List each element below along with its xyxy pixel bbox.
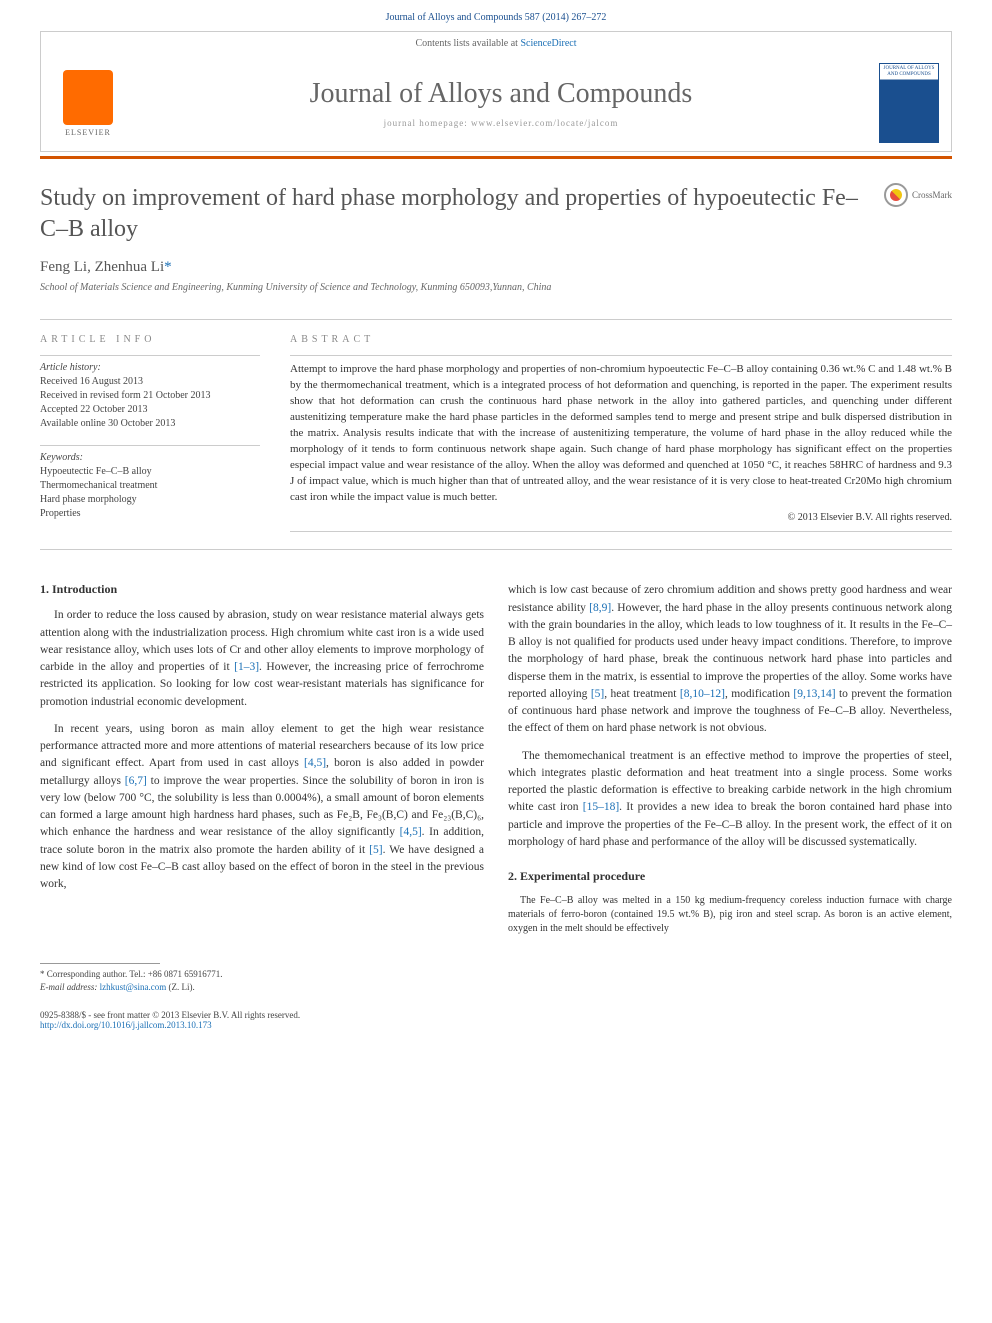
- crossmark-badge[interactable]: CrossMark: [884, 183, 952, 207]
- section-1-heading: 1. Introduction: [40, 582, 484, 597]
- sciencedirect-bar: Contents lists available at ScienceDirec…: [41, 32, 951, 55]
- email-suffix: (Z. Li).: [166, 982, 195, 992]
- abstract-col: abstract Attempt to improve the hard pha…: [290, 334, 952, 535]
- email-link[interactable]: lzhkust@sina.com: [100, 982, 167, 992]
- sciencedirect-link[interactable]: ScienceDirect: [520, 38, 576, 49]
- ref-link[interactable]: [5]: [369, 844, 382, 856]
- sciencedirect-prefix: Contents lists available at: [415, 38, 520, 49]
- author-names: Feng Li, Zhenhua Li: [40, 259, 164, 275]
- info-divider: [40, 445, 260, 446]
- keyword: Properties: [40, 507, 260, 521]
- article-header: CrossMark Study on improvement of hard p…: [0, 159, 992, 305]
- divider: [40, 319, 952, 320]
- body-columns: 1. Introduction In order to reduce the l…: [0, 564, 992, 1003]
- abstract-heading: abstract: [290, 334, 952, 345]
- keyword: Thermomechanical treatment: [40, 479, 260, 493]
- ref-link[interactable]: [9,13,14]: [793, 688, 835, 700]
- email-label: E-mail address:: [40, 982, 100, 992]
- corresponding-footnote: * Corresponding author. Tel.: +86 0871 6…: [40, 968, 484, 981]
- left-column: 1. Introduction In order to reduce the l…: [40, 582, 484, 993]
- footer-bar: 0925-8388/$ - see front matter © 2013 El…: [0, 1004, 992, 1046]
- intro-para-1: In order to reduce the loss caused by ab…: [40, 607, 484, 711]
- abstract-text: Attempt to improve the hard phase morpho…: [290, 362, 952, 505]
- abstract-bottom-divider: [290, 531, 952, 532]
- corresponding-asterisk: *: [164, 259, 172, 275]
- keyword: Hard phase morphology: [40, 493, 260, 507]
- article-title: Study on improvement of hard phase morph…: [40, 183, 952, 245]
- text-run: , modification: [725, 688, 793, 700]
- history-received: Received 16 August 2013: [40, 375, 260, 389]
- journal-title: Journal of Alloys and Compounds: [123, 78, 879, 110]
- right-column: which is low cast because of zero chromi…: [508, 582, 952, 993]
- journal-cover-thumb: JOURNAL OF ALLOYS AND COMPOUNDS: [879, 63, 939, 143]
- text-run: , heat treatment: [604, 688, 680, 700]
- issn-line: 0925-8388/$ - see front matter © 2013 El…: [40, 1010, 300, 1020]
- keywords-block: Keywords: Hypoeutectic Fe–C–B alloy Ther…: [40, 452, 260, 521]
- doi-line: http://dx.doi.org/10.1016/j.jallcom.2013…: [40, 1020, 300, 1030]
- keywords-label: Keywords:: [40, 452, 260, 463]
- ref-link[interactable]: [15–18]: [583, 801, 619, 813]
- history-block: Article history: Received 16 August 2013…: [40, 362, 260, 431]
- elsevier-tree-icon: [63, 70, 113, 125]
- intro-para-2: In recent years, using boron as main all…: [40, 721, 484, 894]
- article-info-heading: article info: [40, 334, 260, 345]
- keyword: Hypoeutectic Fe–C–B alloy: [40, 465, 260, 479]
- doi-link[interactable]: 10.1016/j.jallcom.2013.10.173: [101, 1020, 212, 1030]
- email-footnote: E-mail address: lzhkust@sina.com (Z. Li)…: [40, 981, 484, 994]
- journal-cover-text: JOURNAL OF ALLOYS AND COMPOUNDS: [880, 66, 938, 77]
- ref-link[interactable]: [1–3]: [234, 661, 259, 673]
- top-citation: Journal of Alloys and Compounds 587 (201…: [0, 0, 992, 31]
- ref-link[interactable]: [4,5]: [400, 826, 422, 838]
- crossmark-label: CrossMark: [912, 190, 952, 200]
- experimental-para-1: The Fe–C–B alloy was melted in a 150 kg …: [508, 894, 952, 936]
- journal-header-box: Contents lists available at ScienceDirec…: [40, 31, 952, 152]
- elsevier-logo-text: ELSEVIER: [65, 128, 111, 137]
- abstract-divider: [290, 355, 952, 356]
- affiliation: School of Materials Science and Engineer…: [40, 282, 952, 293]
- abstract-copyright: © 2013 Elsevier B.V. All rights reserved…: [290, 512, 952, 523]
- section-2-heading: 2. Experimental procedure: [508, 869, 952, 884]
- footer-left: 0925-8388/$ - see front matter © 2013 El…: [40, 1010, 300, 1030]
- ref-link[interactable]: [6,7]: [125, 775, 147, 787]
- divider: [40, 549, 952, 550]
- ref-link[interactable]: [5]: [591, 688, 604, 700]
- text-run: . However, the hard phase in the alloy p…: [508, 602, 952, 700]
- history-revised: Received in revised form 21 October 2013: [40, 389, 260, 403]
- history-online: Available online 30 October 2013: [40, 417, 260, 431]
- ref-link[interactable]: [8,10–12]: [680, 688, 725, 700]
- footnote-block: * Corresponding author. Tel.: +86 0871 6…: [40, 963, 484, 993]
- header-main: ELSEVIER Journal of Alloys and Compounds…: [41, 55, 951, 151]
- intro-para-4: The themomechanical treatment is an effe…: [508, 748, 952, 852]
- history-accepted: Accepted 22 October 2013: [40, 403, 260, 417]
- info-divider: [40, 355, 260, 356]
- journal-title-block: Journal of Alloys and Compounds journal …: [123, 78, 879, 128]
- footnote-rule: [40, 963, 160, 964]
- authors: Feng Li, Zhenhua Li*: [40, 259, 952, 276]
- ref-link[interactable]: [4,5]: [304, 757, 326, 769]
- doi-prefix-link[interactable]: http://dx.doi.org/: [40, 1020, 101, 1030]
- crossmark-icon: [884, 183, 908, 207]
- history-label: Article history:: [40, 362, 260, 373]
- elsevier-logo: ELSEVIER: [53, 63, 123, 143]
- journal-homepage: journal homepage: www.elsevier.com/locat…: [123, 118, 879, 128]
- info-abstract-row: article info Article history: Received 1…: [0, 334, 992, 535]
- article-info-col: article info Article history: Received 1…: [40, 334, 260, 535]
- ref-link[interactable]: [8,9]: [589, 602, 611, 614]
- intro-para-3: which is low cast because of zero chromi…: [508, 582, 952, 737]
